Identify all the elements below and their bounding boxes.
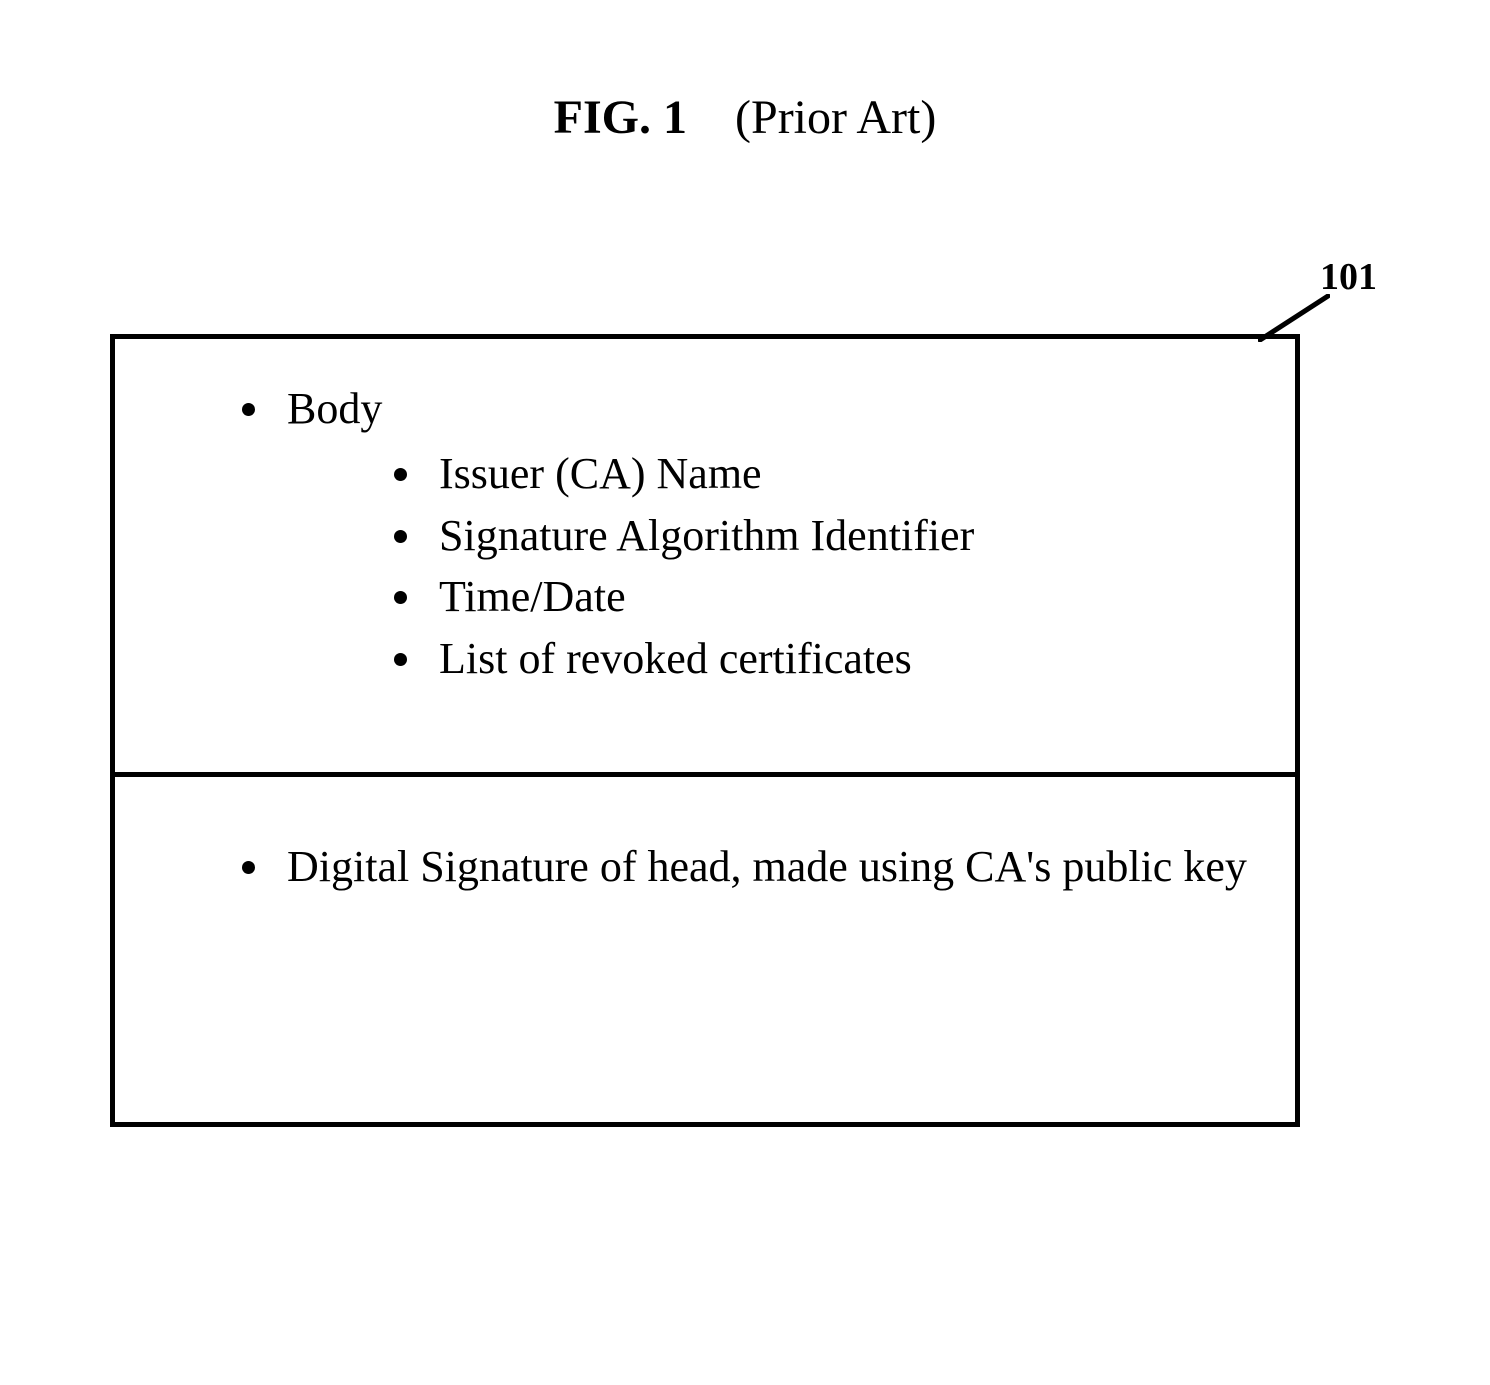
list-item: Signature Algorithm Identifier — [427, 506, 1265, 565]
list-item: Time/Date — [427, 567, 1265, 626]
list-item: Body Issuer (CA) Name Signature Algorith… — [275, 379, 1265, 688]
list-item: List of revoked certificates — [427, 629, 1265, 688]
signature-text: Digital Signature of head, made using CA… — [287, 842, 1247, 891]
signature-list: Digital Signature of head, made using CA… — [145, 837, 1265, 896]
crl-body-section: Body Issuer (CA) Name Signature Algorith… — [115, 339, 1295, 777]
crl-signature-section: Digital Signature of head, made using CA… — [115, 777, 1295, 1122]
figure-number: FIG. 1 — [554, 91, 687, 144]
list-item: Issuer (CA) Name — [427, 444, 1265, 503]
figure-subtitle: (Prior Art) — [735, 91, 936, 144]
body-label: Body — [287, 384, 382, 433]
crl-structure-box: Body Issuer (CA) Name Signature Algorith… — [110, 334, 1300, 1127]
reference-numeral-101: 101 — [1320, 255, 1377, 299]
figure-title: FIG. 1 (Prior Art) — [0, 90, 1490, 145]
body-fields-list: Issuer (CA) Name Signature Algorithm Ide… — [287, 444, 1265, 688]
list-item: Digital Signature of head, made using CA… — [275, 837, 1265, 896]
body-list: Body Issuer (CA) Name Signature Algorith… — [145, 379, 1265, 688]
